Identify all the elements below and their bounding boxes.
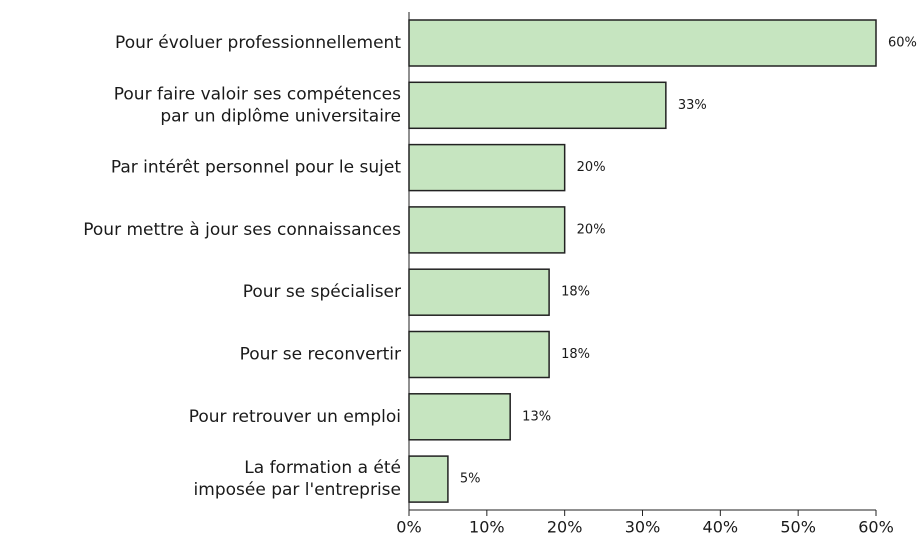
bar [408,143,566,192]
x-tick-label: 20% [547,518,583,535]
bar [408,81,667,130]
value-label: 18% [561,347,590,362]
bar [408,19,877,67]
category-label: imposée par l'entreprise [194,480,401,500]
value-label: 33% [678,98,707,113]
value-label: 20% [577,160,606,175]
x-tick-label: 10% [469,518,505,535]
bar [408,330,550,379]
category-label: Pour mettre à jour ses connaissances [83,220,401,240]
value-label: 13% [522,409,551,424]
value-label: 20% [577,222,606,237]
x-tick-label: 60% [858,518,894,535]
category-label: Par intérêt personnel pour le sujet [111,158,401,178]
category-label: Pour se reconvertir [240,345,401,365]
category-label: Pour faire valoir ses compétences [114,84,401,104]
x-tick-label: 30% [625,518,661,535]
category-label: Pour retrouver un emploi [189,407,401,427]
value-label: 18% [561,285,590,300]
category-label: Pour évoluer professionnellement [115,33,401,53]
category-label: par un diplôme universitaire [160,106,401,126]
category-label: La formation a été [244,458,401,478]
value-label: 5% [460,472,481,487]
bar [408,393,511,441]
bar [408,268,550,316]
category-label: Pour se spécialiser [243,282,401,302]
x-tick-label: 50% [780,518,816,535]
bar [408,455,449,503]
value-label: 60% [888,36,917,51]
x-tick-label: 40% [703,518,739,535]
bar [408,206,566,254]
x-tick-label: 0% [396,518,421,535]
